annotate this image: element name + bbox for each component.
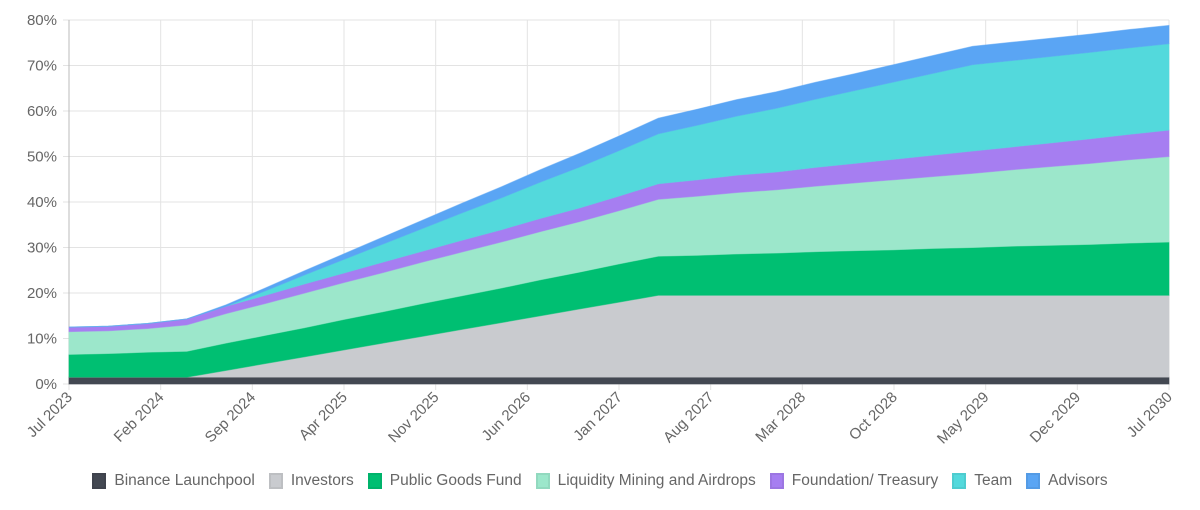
legend-swatch <box>92 473 107 489</box>
stacked-area-chart: 0% 10% 20% 30% 40% 50% 60% 70% 80% Jul 2023 Feb 2… <box>24 12 1176 448</box>
legend-item[interactable]: Investors <box>268 472 354 490</box>
y-tick-label: 20% <box>27 285 57 302</box>
x-tick-label: Jul 2030 <box>1124 389 1176 441</box>
legend-item[interactable]: Advisors <box>1026 472 1108 490</box>
x-tick-label: Jan 2027 <box>570 389 626 445</box>
x-tick-label: Aug 2027 <box>660 389 717 446</box>
area-advisors <box>68 24 1170 328</box>
legend-item[interactable]: Foundation/ Treasury <box>769 472 939 490</box>
legend-label: Liquidity Mining and Airdrops <box>557 472 756 489</box>
legend-swatch <box>268 473 283 489</box>
y-tick-label: 30% <box>27 240 57 257</box>
y-tick-label: 50% <box>27 149 57 166</box>
y-axis: 0% 10% 20% 30% 40% 50% 60% 70% 80% <box>27 12 57 393</box>
legend-swatch <box>769 473 784 489</box>
legend-label: Foundation/ Treasury <box>791 472 939 489</box>
x-tick-label: Oct 2028 <box>846 389 901 444</box>
legend-label: Advisors <box>1048 472 1108 489</box>
y-tick-label: 0% <box>35 376 57 393</box>
x-tick-label: Dec 2029 <box>1027 389 1084 446</box>
x-tick-label: Jun 2026 <box>478 389 534 445</box>
legend-item[interactable]: Binance Launchpool <box>92 472 255 490</box>
x-tick-label: Jul 2023 <box>24 389 76 441</box>
y-tick-label: 80% <box>27 12 57 29</box>
y-tick-label: 60% <box>27 103 57 120</box>
x-tick-label: Apr 2025 <box>296 389 351 444</box>
area-binance-launchpool <box>68 376 1170 385</box>
legend-item[interactable]: Liquidity Mining and Airdrops <box>535 472 756 490</box>
y-tick-label: 70% <box>27 58 57 75</box>
x-tick-label: Mar 2028 <box>752 389 809 446</box>
legend-swatch <box>1026 473 1041 489</box>
y-tick-label: 40% <box>27 194 57 211</box>
legend-swatch <box>952 473 967 489</box>
legend-label: Investors <box>290 472 354 489</box>
x-tick-label: Sep 2024 <box>202 389 259 446</box>
legend-item[interactable]: Public Goods Fund <box>367 472 522 490</box>
legend-swatch <box>367 473 382 489</box>
y-tick-label: 10% <box>27 331 57 348</box>
areas <box>68 24 1170 385</box>
legend: Binance Launchpool Investors Public Goods … <box>0 472 1200 490</box>
x-tick-label: May 2029 <box>934 389 993 448</box>
legend-item[interactable]: Team <box>952 472 1012 490</box>
legend-label: Public Goods Fund <box>389 472 522 489</box>
legend-label: Binance Launchpool <box>114 472 255 489</box>
legend-label: Team <box>974 472 1013 489</box>
x-tick-label: Nov 2025 <box>385 389 442 446</box>
x-tick-label: Feb 2024 <box>111 389 168 446</box>
legend-swatch <box>535 473 550 489</box>
x-axis: Jul 2023 Feb 2024 Sep 2024 Apr 2025 Nov 2025… <box>24 389 1176 448</box>
